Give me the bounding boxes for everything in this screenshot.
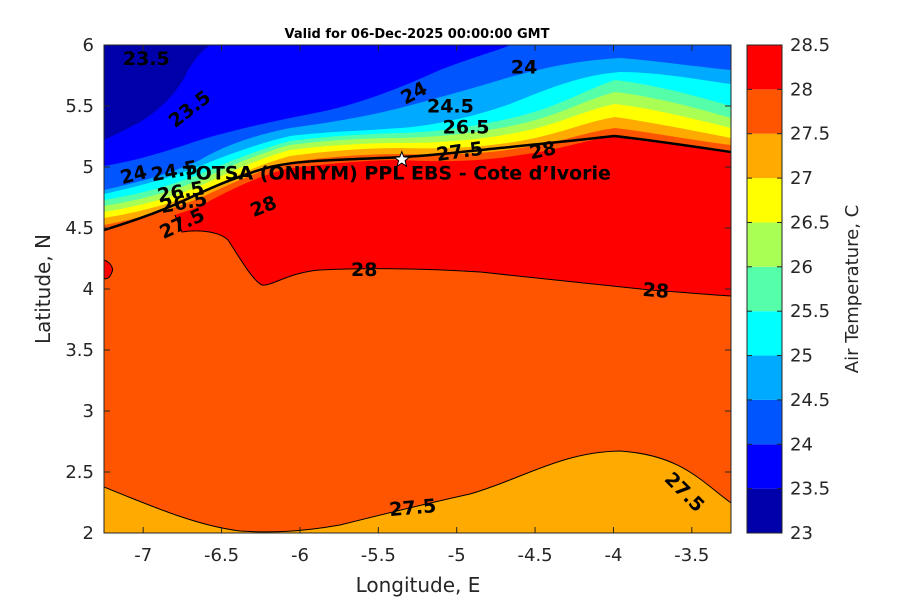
colorbar-label: Air Temperature, C [842, 205, 863, 373]
y-tick-label: 4.5 [65, 218, 94, 239]
colorbar-tick-label: 28 [790, 79, 813, 100]
contour-label: 24 [511, 57, 537, 79]
colorbar-swatch [747, 266, 782, 312]
colorbar-tick-label: 27 [790, 168, 813, 189]
x-tick-label: -5 [448, 545, 466, 566]
contour-band-left-patch [104, 259, 113, 280]
colorbar-tick-label: 23 [790, 523, 813, 544]
colorbar-tick-label: 25 [790, 346, 813, 367]
y-tick-label: 4 [83, 279, 94, 300]
y-tick-label: 3.5 [65, 340, 94, 361]
contour-label: 23.5 [123, 48, 170, 70]
x-tick-label: -6.5 [204, 545, 239, 566]
x-tick-label: -6 [291, 545, 309, 566]
x-axis: -7 -6.5 -6 -5.5 -5 -4.5 -4 -3.5 [134, 45, 709, 566]
colorbar: 23 23.5 24 24.5 25 25.5 26 26.5 27 27.5 28 28.5 [747, 35, 830, 544]
contour-label: 28 [642, 279, 670, 303]
colorbar-swatch [747, 178, 782, 223]
colorbar-tick-label: 26.5 [790, 212, 830, 233]
colorbar-swatch [747, 444, 782, 489]
y-tick-label: 2 [83, 523, 94, 544]
colorbar-swatch [747, 488, 782, 533]
colorbar-swatch [747, 399, 782, 445]
contour-label: 28 [351, 259, 377, 281]
colorbar-swatch [747, 133, 782, 179]
contour-label: 28 [528, 137, 558, 164]
y-tick-label: 6 [83, 35, 94, 56]
colorbar-swatch [747, 311, 782, 356]
contour-label: 26.5 [443, 116, 490, 138]
colorbar-tick-label: 25.5 [790, 301, 830, 322]
colorbar-tick-label: 23.5 [790, 479, 830, 500]
x-tick-label: -3.5 [674, 545, 709, 566]
x-tick-label: -7 [134, 545, 152, 566]
x-tick-label: -4 [604, 545, 622, 566]
plot-area [104, 45, 731, 533]
colorbar-tick-label: 24 [790, 434, 813, 455]
colorbar-swatch [747, 89, 782, 134]
y-tick-label: 5.5 [65, 96, 94, 117]
colorbar-tick-label: 24.5 [790, 390, 830, 411]
colorbar-border [746, 44, 783, 534]
contour-label: 24.5 [427, 96, 474, 118]
colorbar-tick-label: 28.5 [790, 35, 830, 56]
annotations: TOTSA (ONHYM) PPL EBS - Cote d’Ivorie [183, 150, 611, 185]
colorbar-swatch [747, 222, 782, 267]
y-tick-label: 2.5 [65, 462, 94, 483]
y-axis: 2 2.5 3 3.5 4 4.5 5 5.5 6 [65, 35, 731, 544]
contour-band-23-5 [104, 45, 510, 166]
colorbar-tick-label: 26 [790, 257, 813, 278]
site-star-icon [392, 150, 411, 168]
y-tick-label: 3 [83, 401, 94, 422]
x-axis-label: Longitude, E [356, 573, 481, 597]
colorbar-tick-label: 27.5 [790, 124, 830, 145]
contour-label: 27.5 [388, 495, 437, 521]
colorbar-swatch [747, 355, 782, 400]
x-tick-label: -5.5 [361, 545, 396, 566]
y-axis-label: Latitude, N [31, 234, 55, 344]
colorbar-swatch [747, 45, 782, 90]
x-tick-label: -4.5 [518, 545, 553, 566]
chart-title: Valid for 06-Dec-2025 00:00:00 GMT [285, 27, 550, 42]
coastline [104, 134, 731, 232]
site-label: TOTSA (ONHYM) PPL EBS - Cote d’Ivorie [183, 163, 611, 185]
contour-band-23 [104, 45, 210, 140]
y-tick-label: 5 [83, 157, 94, 178]
